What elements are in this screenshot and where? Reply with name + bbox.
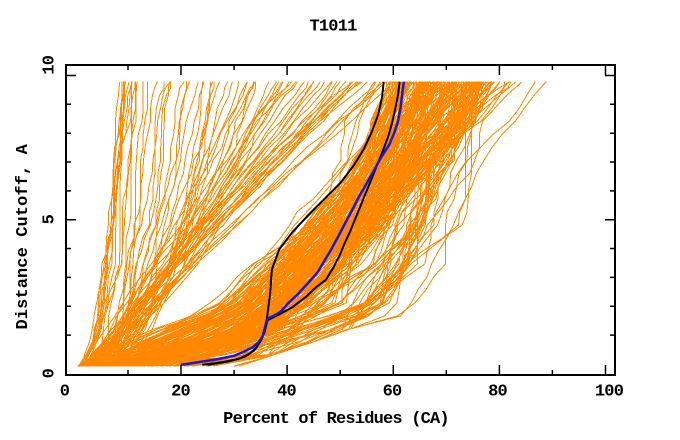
svg-text:0: 0 — [41, 368, 60, 378]
svg-text:40: 40 — [277, 383, 296, 402]
svg-text:60: 60 — [383, 383, 402, 402]
svg-text:Distance Cutoff, A: Distance Cutoff, A — [14, 143, 33, 329]
svg-text:100: 100 — [595, 383, 624, 402]
svg-text:0: 0 — [60, 383, 70, 402]
svg-text:5: 5 — [41, 214, 60, 224]
svg-text:80: 80 — [488, 383, 507, 402]
svg-text:20: 20 — [171, 383, 190, 402]
svg-text:10: 10 — [41, 55, 60, 74]
svg-text:Percent of Residues (CA): Percent of Residues (CA) — [223, 410, 449, 429]
svg-text:T1011: T1011 — [309, 18, 357, 37]
